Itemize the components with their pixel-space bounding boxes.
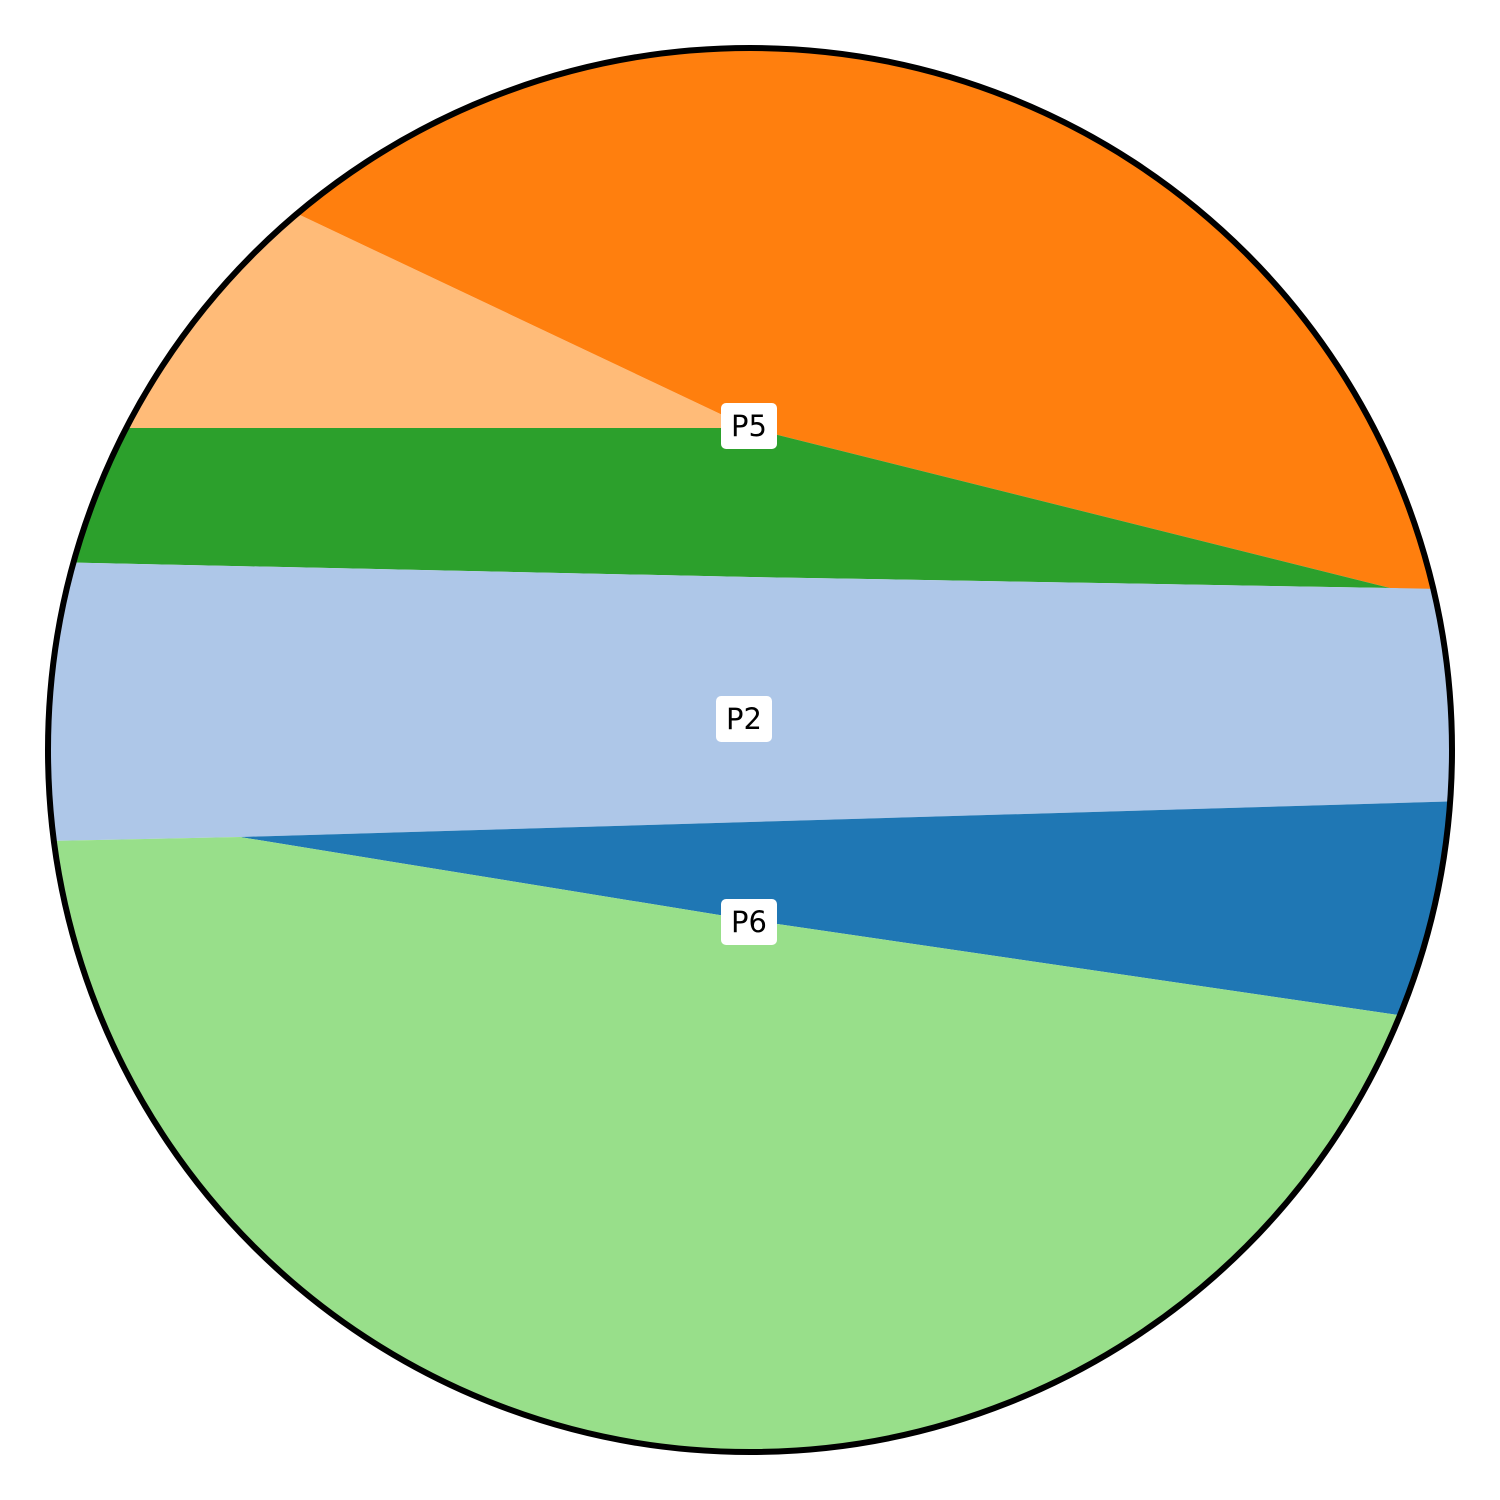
label-p6: P6: [721, 899, 777, 945]
label-p2-text: P2: [726, 702, 762, 736]
region-light-green: [48, 837, 1452, 1452]
region-blue: [240, 800, 1452, 1030]
label-p2: P2: [716, 696, 772, 742]
region-green: [48, 428, 1390, 588]
label-p6-text: P6: [731, 905, 767, 939]
label-p5: P5: [721, 403, 777, 449]
label-p5-text: P5: [731, 409, 767, 443]
disk-outline: [45, 45, 1455, 1455]
